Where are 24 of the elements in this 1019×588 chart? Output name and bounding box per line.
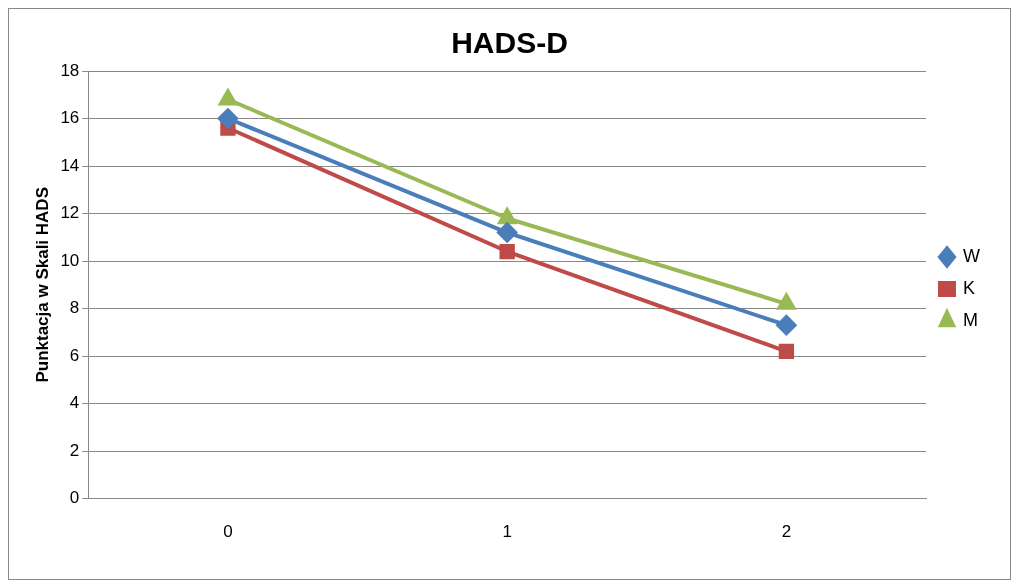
y-tick-label: 2 — [69, 440, 80, 460]
point — [498, 208, 517, 225]
y-tick-label: 0 — [69, 488, 80, 508]
point — [497, 222, 518, 243]
x-tick-label: 2 — [781, 522, 792, 542]
point — [776, 315, 797, 336]
legend-label: K — [963, 277, 976, 298]
point — [217, 108, 238, 129]
x-tick-label: 1 — [502, 522, 512, 542]
legend-label: W — [963, 245, 981, 266]
point — [499, 243, 515, 260]
x-tick-label: 0 — [223, 522, 233, 542]
y-tick-label: 12 — [60, 203, 80, 223]
y-tick-label: 4 — [69, 393, 80, 413]
y-tick-label: 8 — [69, 298, 80, 318]
chart-title: HADS-D — [451, 26, 568, 60]
y-tick-label: 10 — [60, 250, 80, 270]
legend-label: M — [963, 309, 979, 330]
y-tick-label: 6 — [69, 345, 80, 365]
point — [778, 343, 795, 359]
y-axis-title: Punktacja w Skali HADS — [32, 187, 52, 383]
y-tick-label: 16 — [60, 108, 80, 128]
y-tick-label: 14 — [60, 155, 80, 175]
y-tick-label: 18 — [60, 60, 80, 80]
